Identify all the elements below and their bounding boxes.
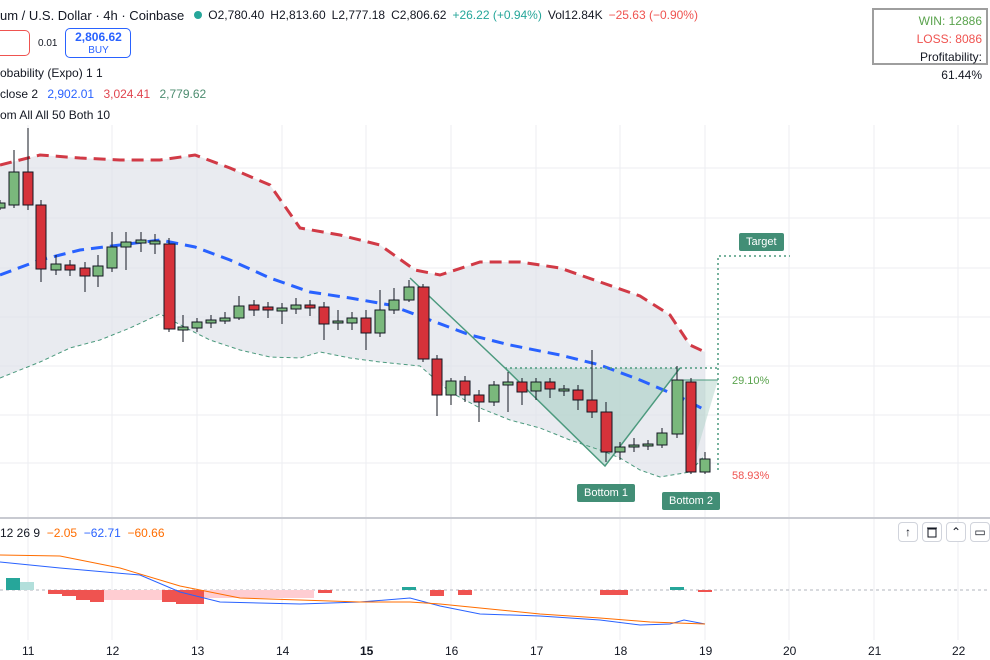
trash-icon[interactable]	[922, 522, 942, 542]
indicator-2-lower: 2,779.62	[159, 87, 207, 101]
ohlc-open: O2,780.40	[208, 8, 265, 22]
x-label: 21	[868, 644, 882, 658]
x-label: 14	[276, 644, 290, 658]
macd-hist-value: −2.05	[46, 526, 78, 540]
ohlc-close: C2,806.62	[391, 8, 447, 22]
target-label[interactable]: Target	[739, 233, 784, 251]
maximize-icon[interactable]: ▭	[970, 522, 990, 542]
indicator-2-upper: 3,024.41	[103, 87, 151, 101]
market-status-icon	[194, 11, 203, 19]
x-label: 20	[783, 644, 797, 658]
indicator-legend-1[interactable]: obability (Expo) 1 1	[0, 66, 109, 80]
pane-toolbar: ↑ ⌃ ▭	[898, 522, 990, 542]
target-line	[717, 255, 790, 470]
x-label: 19	[699, 644, 713, 658]
arrow-up-icon[interactable]: ↑	[898, 522, 918, 542]
macd-signal-value: −60.66	[127, 526, 165, 540]
x-label: 13	[191, 644, 205, 658]
macd-legend[interactable]: 12 26 9 −2.05 −62.71 −60.66	[0, 526, 165, 540]
upper-band-line	[0, 153, 706, 354]
buy-button[interactable]: 2,806.62 BUY	[65, 28, 132, 58]
pattern-line	[409, 277, 681, 468]
stats-box: WIN: 12886 LOSS: 8086 Profitability: 61.…	[872, 8, 988, 82]
ohlc-low: L2,777.18	[331, 8, 386, 22]
volume-change: −25.63 (−0.90%)	[608, 8, 698, 22]
sell-button[interactable]	[0, 30, 30, 56]
indicator-3-label: om All All 50 Both 10	[0, 108, 111, 122]
mid-band-line	[0, 238, 706, 412]
bottom1-label[interactable]: Bottom 1	[577, 484, 636, 502]
indicator-2-mid: 2,902.01	[47, 87, 95, 101]
x-label: 11	[22, 644, 35, 658]
indicator-1-label: obability (Expo) 1 1	[0, 66, 103, 80]
stats-loss: LOSS: 8086	[916, 32, 982, 46]
lower-band-line	[0, 313, 706, 478]
macd-value: −62.71	[83, 526, 121, 540]
indicator-legend-3[interactable]: om All All 50 Both 10	[0, 108, 116, 122]
pct-top-label: 29.10%	[732, 375, 770, 387]
x-label: 16	[445, 644, 459, 658]
symbol-title[interactable]: um / U.S. Dollar · 4h · Coinbase	[0, 7, 185, 23]
pct-bottom-label: 58.93%	[732, 470, 770, 482]
macd-histogram	[6, 578, 712, 604]
candles	[0, 128, 711, 474]
volume: Vol12.84K	[547, 8, 603, 22]
macd-params: 12 26 9	[0, 526, 41, 540]
stats-profitability: Profitability: 61.44%	[919, 50, 982, 82]
x-label: 15	[360, 644, 374, 658]
macd-line	[0, 561, 706, 626]
buy-price: 2,806.62	[75, 30, 122, 44]
x-label: 18	[614, 644, 628, 658]
trade-panel: 0.01 2,806.62 BUY	[0, 28, 132, 58]
indicator-2-label: close 2	[0, 87, 39, 101]
ohlc-high: H2,813.60	[270, 8, 326, 22]
stats-win: WIN: 12886	[918, 14, 982, 28]
collapse-icon[interactable]: ⌃	[946, 522, 966, 542]
pane-divider[interactable]	[0, 517, 990, 519]
bottom2-label[interactable]: Bottom 2	[662, 492, 721, 510]
x-label: 17	[530, 644, 544, 658]
x-label: 22	[952, 644, 966, 658]
signal-line	[0, 554, 706, 625]
chart-header: um / U.S. Dollar · 4h · Coinbase O2,780.…	[0, 4, 704, 26]
buy-label: BUY	[88, 45, 109, 56]
x-label: 12	[106, 644, 120, 658]
indicator-legend-2[interactable]: close 2 2,902.01 3,024.41 2,779.62	[0, 87, 212, 101]
price-change: +26.22 (+0.94%)	[452, 8, 542, 22]
spread-value: 0.01	[38, 37, 58, 49]
